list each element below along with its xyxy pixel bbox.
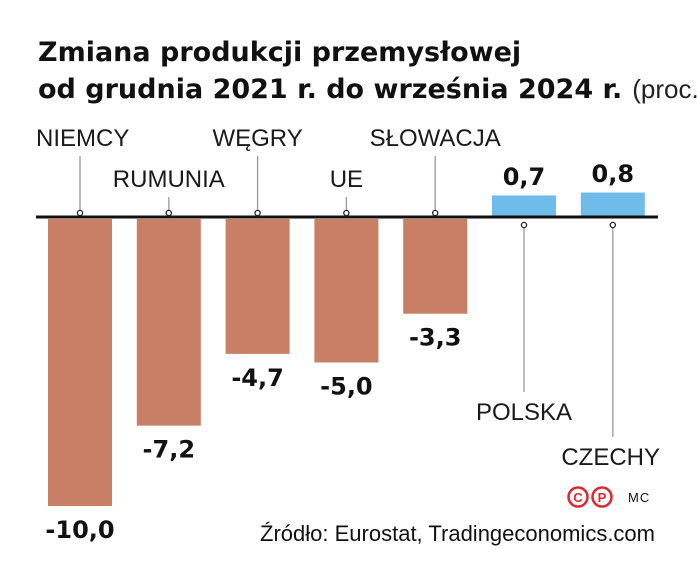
chart-title-line-1: Zmiana produkcji przemysłowej bbox=[38, 37, 521, 68]
label-niemcy: NIEMCY bbox=[36, 125, 129, 152]
bar-rumunia bbox=[136, 219, 201, 426]
label-ue: UE bbox=[330, 166, 363, 193]
label-polska: POLSKA bbox=[476, 399, 572, 426]
source-note: Źródło: Eurostat, Tradingeconomics.com bbox=[260, 521, 655, 546]
value-label-ue: -5,0 bbox=[320, 373, 372, 401]
dot-czechy bbox=[609, 221, 617, 229]
label-wegry: WĘGRY bbox=[212, 125, 302, 152]
value-labels: -10,0 -7,2 -4,7 -5,0 -3,3 0,7 0,8 bbox=[45, 160, 634, 544]
chart-title-line-2: od grudnia 2021 r. do września 2024 r. (p… bbox=[38, 74, 697, 105]
value-label-rumunia: -7,2 bbox=[143, 436, 195, 464]
chart-unit: (proc.) bbox=[632, 74, 697, 104]
dot-ue bbox=[343, 209, 350, 217]
bar-czechy bbox=[580, 192, 645, 216]
copyright-icon bbox=[567, 486, 589, 508]
bar-polska bbox=[492, 195, 556, 216]
chart-title-line-2-text: od grudnia 2021 r. do września 2024 r. bbox=[38, 74, 622, 105]
bar-niemcy bbox=[48, 219, 112, 506]
value-label-niemcy: -10,0 bbox=[45, 516, 114, 544]
publisher-letter: P bbox=[598, 490, 607, 505]
bar-slowacja bbox=[403, 219, 468, 314]
dot-niemcy bbox=[76, 209, 84, 217]
dot-polska bbox=[520, 221, 528, 229]
leader-lines bbox=[79, 156, 614, 437]
leader-dots bbox=[76, 209, 617, 229]
category-labels: NIEMCY RUMUNIA WĘGRY UE SŁOWACJA POLSKA CZECHY bbox=[36, 125, 660, 471]
bars bbox=[48, 192, 645, 506]
value-label-polska: 0,7 bbox=[503, 163, 546, 191]
dot-slowacja bbox=[431, 209, 439, 217]
value-label-slowacja: -3,3 bbox=[409, 324, 461, 352]
dot-wegry bbox=[254, 209, 261, 217]
credit-logo: C P bbox=[567, 486, 613, 508]
publisher-icon bbox=[591, 486, 613, 508]
bar-ue bbox=[314, 219, 379, 363]
author-initials: MC bbox=[628, 490, 650, 505]
bar-wegry bbox=[225, 219, 290, 354]
label-rumunia: RUMUNIA bbox=[113, 166, 225, 193]
value-label-czechy: 0,8 bbox=[592, 160, 635, 188]
label-slowacja: SŁOWACJA bbox=[370, 125, 501, 152]
copyright-letter: C bbox=[573, 490, 583, 505]
dot-rumunia bbox=[165, 209, 173, 217]
value-label-wegry: -4,7 bbox=[231, 364, 283, 392]
label-czechy: CZECHY bbox=[561, 444, 660, 471]
